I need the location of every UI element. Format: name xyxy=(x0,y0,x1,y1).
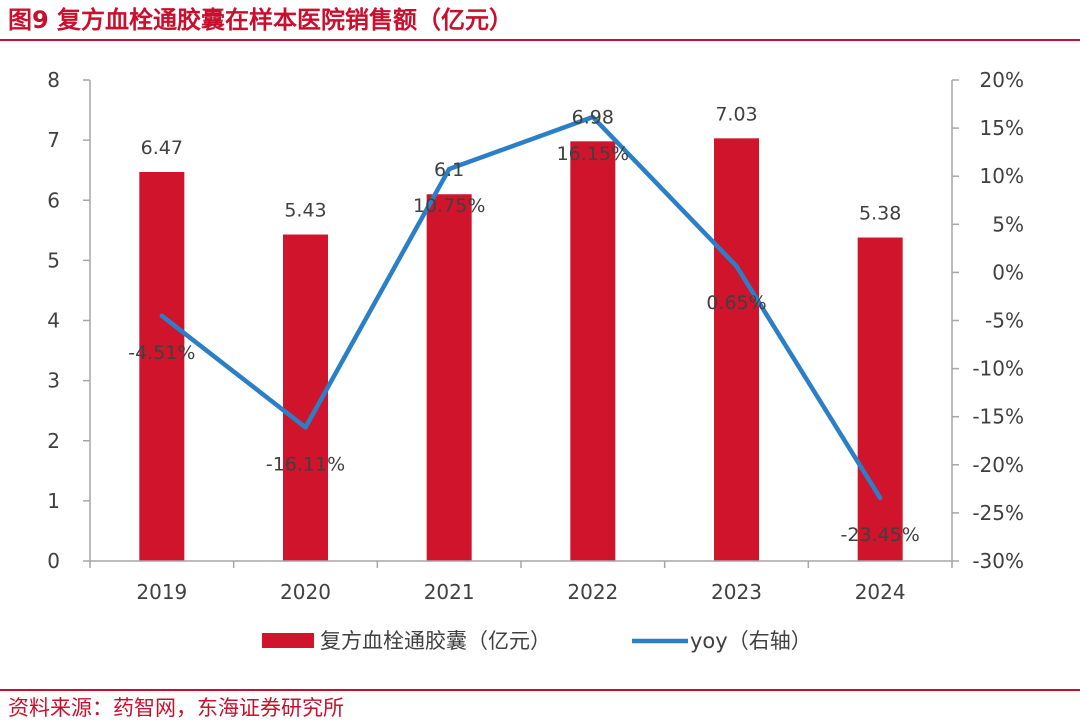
bar-value-label: 6.98 xyxy=(572,106,614,128)
bar-2019 xyxy=(139,171,185,561)
bar-2022 xyxy=(570,141,616,561)
y-right-tick-label: 0% xyxy=(992,260,1024,284)
bar-2023 xyxy=(714,138,759,562)
bar-2021 xyxy=(426,194,472,562)
bar-value-label: 5.38 xyxy=(859,203,901,225)
y-right-tick-label: -15% xyxy=(972,405,1024,429)
legend: 复方血栓通胶囊（亿元） yoy（右轴） xyxy=(262,629,812,653)
legend-line-label: yoy（右轴） xyxy=(690,629,812,653)
x-tick-label: 2024 xyxy=(855,580,906,604)
y-right-tick-label: -5% xyxy=(985,309,1024,333)
axes-layer: 0 1 2 3 4 5 6 7 8 -30% -25% -20% -15% -10% -5% 0% 5% 10% 1… xyxy=(47,68,1024,604)
source-note: 资料来源：药智网，东海证券研究所 xyxy=(8,696,344,720)
y-right-tick-label: 10% xyxy=(980,164,1024,188)
footer-divider xyxy=(0,689,1080,691)
x-tick-label: 2021 xyxy=(424,580,475,604)
line-layer xyxy=(159,114,883,501)
labels-layer: 6.47 5.43 6.1 6.98 7.03 5.38 -4.51% -16.11% 10.7… xyxy=(128,103,920,546)
y-right-tick-label: -25% xyxy=(972,501,1024,525)
title-divider xyxy=(0,39,1080,41)
yoy-value-label: -4.51% xyxy=(128,342,195,364)
y-right-tick-label: -20% xyxy=(972,453,1024,477)
chart-title: 图9 复方血栓通胶囊在样本医院销售额（亿元） xyxy=(8,6,514,34)
bar-2024 xyxy=(857,237,903,561)
y-right-tick-label: -10% xyxy=(972,357,1024,381)
y-left-tick-label: 0 xyxy=(47,549,60,573)
x-tick-label: 2019 xyxy=(136,580,187,604)
bar-value-label: 5.43 xyxy=(284,200,326,222)
y-right-tick-label: -30% xyxy=(972,549,1024,573)
yoy-value-label: -16.11% xyxy=(266,453,345,475)
y-left-tick-label: 6 xyxy=(47,188,60,212)
yoy-value-label: 0.65% xyxy=(706,292,766,314)
yoy-value-label: 16.15% xyxy=(557,143,629,165)
x-tick-label: 2022 xyxy=(567,580,618,604)
legend-bar-label: 复方血栓通胶囊（亿元） xyxy=(320,629,551,653)
bar-value-label: 6.47 xyxy=(141,137,183,159)
x-tick-label: 2020 xyxy=(280,580,331,604)
bar-value-label: 7.03 xyxy=(715,103,757,125)
y-right-tick-label: 15% xyxy=(980,116,1024,140)
y-left-tick-label: 7 xyxy=(47,128,60,152)
bar-value-label: 6.1 xyxy=(434,159,464,181)
y-left-tick-label: 1 xyxy=(47,489,60,513)
y-left-tick-label: 8 xyxy=(47,68,60,92)
bars-layer xyxy=(139,138,903,562)
y-right-tick-label: 20% xyxy=(980,68,1024,92)
y-left-tick-label: 5 xyxy=(47,248,60,272)
legend-bar-swatch xyxy=(262,633,314,648)
x-tick-label: 2023 xyxy=(711,580,762,604)
yoy-value-label: -23.45% xyxy=(841,524,920,546)
yoy-value-label: 10.75% xyxy=(413,195,485,217)
yoy-line xyxy=(159,114,883,501)
y-left-tick-label: 2 xyxy=(47,429,60,453)
y-left-tick-label: 4 xyxy=(47,309,60,333)
y-right-tick-label: 5% xyxy=(992,212,1024,236)
y-left-tick-label: 3 xyxy=(47,369,60,393)
